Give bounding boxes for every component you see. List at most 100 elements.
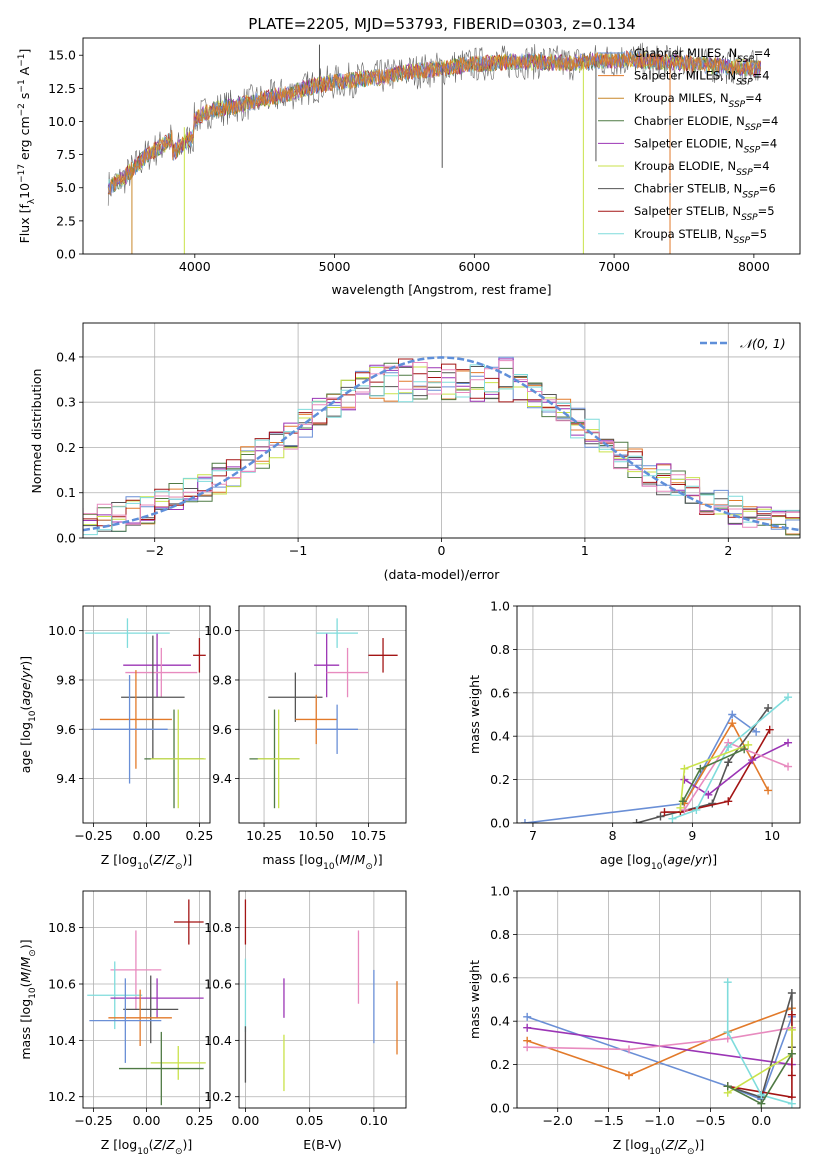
weight_Z-ytick-label: 0.2 bbox=[490, 1057, 510, 1072]
weight_age-series-kroupa_stelib bbox=[672, 696, 789, 820]
weight_age-ytick-label: 1.0 bbox=[490, 599, 510, 614]
spectrum-xlabel: wavelength [Angstrom, rest frame] bbox=[331, 282, 551, 297]
mass_ebv-xtick-label: 0.05 bbox=[296, 1113, 324, 1128]
weight_age-marker bbox=[680, 764, 689, 773]
weight_age-series-salpeter_elodie bbox=[683, 741, 789, 796]
mass_Z-ytick-label: 10.2 bbox=[48, 1089, 76, 1104]
weight_age-marker bbox=[632, 819, 641, 823]
spectrum-ytick-label: 15.0 bbox=[48, 48, 76, 63]
weight_Z-marker bbox=[757, 1090, 766, 1099]
weight_Z-xlabel: Z [log10(Z/Z⊙)] bbox=[613, 1137, 705, 1157]
mass_Z-frame bbox=[82, 890, 211, 1109]
residual-hist-pink bbox=[83, 360, 800, 530]
spectrum-ytick-label: 0.0 bbox=[56, 247, 76, 262]
mass_Z-ylabel: mass [log10(M/M⊙)] bbox=[18, 939, 38, 1059]
weight_age-marker bbox=[692, 805, 701, 814]
weight_age-marker bbox=[520, 819, 529, 823]
weight_Z-marker bbox=[523, 1023, 532, 1032]
weight_age-marker bbox=[728, 719, 737, 728]
residual-ylabel: Normed distribution bbox=[29, 369, 44, 494]
age_mass-xtick-label: 10.50 bbox=[298, 828, 334, 843]
weight_age-marker bbox=[696, 764, 705, 773]
weight_Z-marker bbox=[624, 1045, 633, 1054]
age_mass-plot-area bbox=[249, 618, 398, 809]
mass_Z-ytick-label: 10.6 bbox=[48, 977, 76, 992]
mass_Z-xtick-label: 0.00 bbox=[133, 1113, 161, 1128]
spectrum-ytick-label: 5.0 bbox=[56, 180, 76, 195]
weight_age-series-chabrier_miles bbox=[524, 713, 757, 823]
age_Z-xtick-label: 0.00 bbox=[133, 828, 161, 843]
spectrum-legend-label: Salpeter MILES, NSSP=4 bbox=[634, 69, 770, 88]
weight_age-frame bbox=[516, 605, 801, 824]
weight_Z-marker bbox=[757, 1099, 766, 1108]
residuals-frame bbox=[82, 322, 801, 539]
weight_Z-xtick-label: −0.5 bbox=[695, 1113, 725, 1128]
weight_age-marker bbox=[764, 786, 773, 795]
spectrum-ytick-label: 2.5 bbox=[56, 213, 76, 228]
weight_Z-marker bbox=[523, 1043, 532, 1052]
residuals-ytick-label: 0.2 bbox=[56, 440, 76, 455]
weight_age-xtick-label: 9 bbox=[688, 828, 696, 843]
age_mass-ytick-label: 9.8 bbox=[212, 672, 232, 687]
mass_ebv-ytick-label: 10.4 bbox=[204, 1033, 232, 1048]
spectrum-line-salpeter_miles bbox=[107, 52, 762, 194]
spectrum-legend-label: Salpeter ELODIE, NSSP=4 bbox=[634, 136, 777, 155]
spectrum-legend-label: Kroupa ELODIE, NSSP=4 bbox=[634, 159, 770, 178]
mass_ebv-ytick-label: 10.6 bbox=[204, 977, 232, 992]
weight_Z-series-pink bbox=[527, 1026, 793, 1051]
age_Z-xlabel: Z [log10(Z/Z⊙)] bbox=[101, 852, 193, 872]
weight_Z-marker bbox=[787, 1099, 796, 1108]
weight_Z-ytick-label: 0.6 bbox=[490, 970, 510, 985]
weight_Z-marker bbox=[787, 988, 796, 997]
weight_Z-marker bbox=[787, 1010, 796, 1019]
weight_Z-xtick-label: −1.5 bbox=[593, 1113, 623, 1128]
weight_age-marker bbox=[724, 797, 733, 806]
weight_Z-frame bbox=[516, 890, 801, 1109]
weight_age-ylabel: mass weight bbox=[467, 675, 482, 754]
weight_age-marker bbox=[752, 727, 761, 736]
weight_Z-marker bbox=[787, 1025, 796, 1034]
weight_Z-marker bbox=[787, 1049, 796, 1058]
weight_age-xtick-label: 7 bbox=[529, 828, 537, 843]
weight_age-marker bbox=[668, 814, 677, 823]
weight_Z-marker bbox=[723, 978, 732, 987]
weight_age-marker bbox=[680, 775, 689, 784]
normal-curve bbox=[83, 356, 800, 532]
weight_Z-ytick-label: 0.4 bbox=[490, 1014, 510, 1029]
spectrum-ytick-label: 12.5 bbox=[48, 81, 76, 96]
weight_Z-marker bbox=[624, 1071, 633, 1080]
mass_ebv-xtick-label: 0.10 bbox=[360, 1113, 388, 1128]
weight_Z-ylabel: mass weight bbox=[467, 960, 482, 1039]
weight_age-marker bbox=[728, 710, 737, 719]
residuals-plot-area bbox=[83, 356, 800, 537]
age_Z-xtick-label: −0.25 bbox=[74, 828, 112, 843]
weight_age-ytick-label: 0.2 bbox=[490, 772, 510, 787]
weight_Z-ytick-label: 0.8 bbox=[490, 927, 510, 942]
figure-title: PLATE=2205, MJD=53793, FIBERID=0303, z=0… bbox=[248, 15, 635, 33]
weight_age-ytick-label: 0.0 bbox=[490, 816, 510, 831]
age_mass-xtick-label: 10.25 bbox=[246, 828, 282, 843]
mass_ebv-xtick-label: 0.00 bbox=[232, 1113, 260, 1128]
age_Z-frame bbox=[82, 605, 211, 824]
weight_age-xtick-label: 10 bbox=[764, 828, 780, 843]
weight_age-marker bbox=[708, 799, 717, 808]
mass_ebv-plot-area bbox=[244, 899, 398, 1092]
weight_Z-xtick-label: −2.0 bbox=[543, 1113, 573, 1128]
spectrum-legend-label: Salpeter STELIB, NSSP=5 bbox=[634, 204, 775, 223]
weight_age-ytick-label: 0.8 bbox=[490, 642, 510, 657]
weight_Z-marker bbox=[523, 1012, 532, 1021]
weight_age-marker bbox=[784, 762, 793, 771]
spectrum-legend-label: Chabrier MILES, NSSP=4 bbox=[634, 46, 771, 65]
weight_age-series-salpeter_stelib bbox=[664, 729, 771, 813]
weight_age-marker bbox=[744, 740, 753, 749]
weight_Z-xtick-label: −1.0 bbox=[644, 1113, 674, 1128]
spectrum-line-chabrier_miles bbox=[107, 50, 762, 195]
age_mass-frame bbox=[238, 605, 407, 824]
residuals-xtick-label: −2 bbox=[145, 543, 163, 558]
weight_age-xlabel: age [log10(age/yr)] bbox=[600, 852, 717, 872]
spectrum-frame bbox=[82, 37, 801, 255]
weight_Z-ytick-label: 0.0 bbox=[490, 1101, 510, 1116]
age_Z-ytick-label: 9.4 bbox=[56, 771, 76, 786]
age_Z-ytick-label: 10.0 bbox=[48, 623, 76, 638]
